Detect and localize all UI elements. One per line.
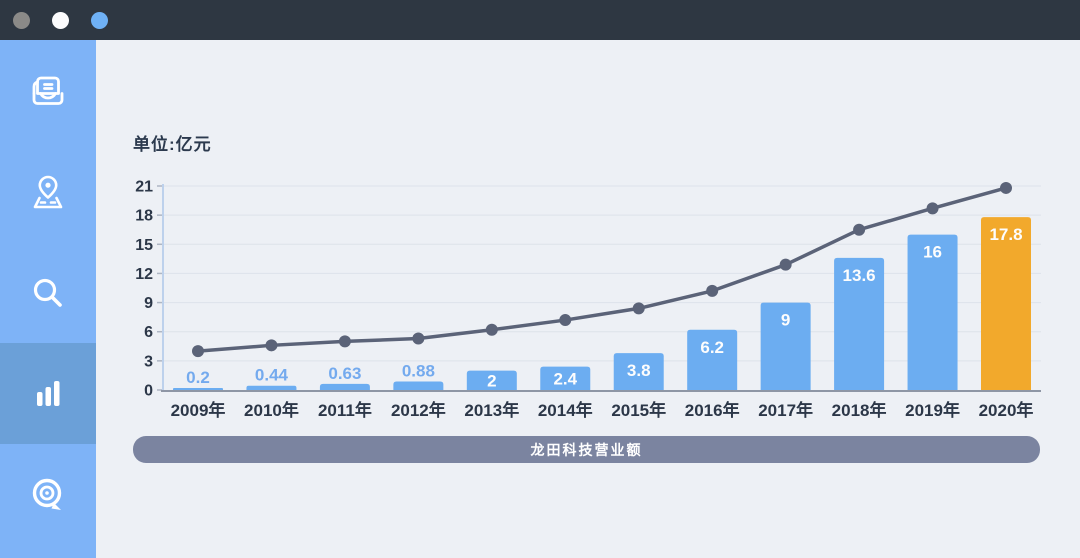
bar-2009年 — [173, 388, 223, 390]
trend-point-2014年 — [559, 314, 572, 327]
x-axis-label: 2013年 — [464, 400, 519, 420]
x-axis-label: 2010年 — [244, 400, 299, 420]
chart-title: 龙田科技营业额 — [530, 441, 643, 458]
x-axis-label: 2018年 — [832, 400, 887, 420]
sidebar-item-feedback[interactable] — [0, 444, 96, 545]
y-tick-label: 21 — [135, 179, 153, 196]
titlebar — [0, 0, 1080, 40]
book-reader-icon — [32, 76, 64, 105]
y-tick-label: 15 — [135, 237, 153, 254]
bar-2013年 — [466, 370, 517, 390]
x-axis-label: 2014年 — [538, 400, 593, 420]
x-axis-label: 2009年 — [171, 400, 226, 420]
trend-point-2011年 — [338, 335, 351, 348]
sidebar-item-reader[interactable] — [0, 40, 96, 141]
bar-value-label: 16 — [923, 243, 942, 262]
target-comment-icon — [32, 478, 62, 510]
trend-point-2012年 — [412, 332, 425, 345]
x-axis-label: 2015年 — [611, 400, 666, 420]
sidebar-item-map[interactable] — [0, 141, 96, 242]
sidebar-item-search[interactable] — [0, 242, 96, 343]
bar-value-label: 0.63 — [328, 364, 361, 383]
x-axis-label: 2017年 — [758, 400, 813, 420]
bar-value-label: 0.44 — [255, 366, 289, 385]
bar-chart-icon — [37, 380, 60, 406]
x-axis-label: 2011年 — [318, 400, 372, 420]
window-dot-gray[interactable] — [13, 11, 30, 29]
y-tick-label: 6 — [144, 324, 153, 341]
bar-value-label: 3.8 — [627, 361, 651, 380]
bar-2019年 — [907, 234, 958, 390]
trend-point-2009年 — [192, 345, 204, 358]
trend-point-2018年 — [853, 223, 866, 236]
bar-2010年 — [246, 385, 297, 390]
sidebar-item-stats[interactable] — [0, 343, 96, 444]
bar-value-label: 2 — [487, 371, 496, 390]
chart-title-banner: 龙田科技营业额 — [133, 436, 1040, 463]
trend-point-2019年 — [926, 202, 939, 215]
window-dot-white[interactable] — [52, 11, 69, 29]
trend-point-2020年 — [1000, 181, 1012, 194]
trend-point-2015年 — [632, 302, 645, 315]
trend-line — [196, 186, 1008, 353]
trend-point-2010年 — [265, 339, 278, 352]
y-tick-label: 18 — [135, 208, 153, 225]
trend-point-2013年 — [485, 323, 498, 336]
trend-point-2017年 — [779, 258, 792, 271]
bar-value-label: 0.2 — [186, 368, 210, 387]
y-tick-label: 12 — [135, 266, 153, 283]
x-axis-label: 2020年 — [979, 400, 1034, 420]
x-axis-label: 2016年 — [685, 400, 740, 420]
x-axis-label: 2019年 — [905, 400, 960, 420]
bar-2017年 — [760, 302, 811, 390]
bar-value-label: 0.88 — [402, 361, 435, 380]
bar-2011年 — [319, 383, 370, 390]
bar-2012年 — [393, 381, 444, 390]
y-tick-label: 9 — [144, 295, 153, 312]
bar-value-label: 13.6 — [843, 266, 876, 285]
trend-point-2016年 — [706, 284, 719, 297]
y-tick-label: 3 — [144, 353, 153, 370]
chart-panel: 单位:亿元 0 3 6 9 12 15 18 21 0.2 0.44 0.63 0.88 2 2.4 3.8… — [96, 40, 1080, 558]
bar-value-label: 6.2 — [700, 338, 724, 357]
search-icon — [33, 278, 62, 307]
bar-value-label: 2.4 — [553, 369, 577, 388]
revenue-chart: 0 3 6 9 12 15 18 21 0.2 0.44 0.63 0.88 2 2.4 3.8 6.2 9 13… — [135, 179, 1041, 420]
map-pin-icon — [33, 175, 63, 208]
bar-2020年 — [981, 217, 1031, 390]
y-tick-label: 0 — [144, 383, 153, 400]
bar-2015年 — [613, 353, 664, 390]
x-axis-label: 2012年 — [391, 400, 446, 420]
bar-value-label: 9 — [781, 311, 790, 330]
bar-2014年 — [540, 366, 591, 390]
sidebar — [0, 40, 96, 558]
window-dot-blue[interactable] — [91, 11, 108, 29]
bar-value-label: 17.8 — [989, 225, 1022, 244]
bar-2016年 — [687, 329, 738, 390]
bar-2018年 — [834, 257, 885, 390]
unit-label: 单位:亿元 — [133, 135, 212, 154]
